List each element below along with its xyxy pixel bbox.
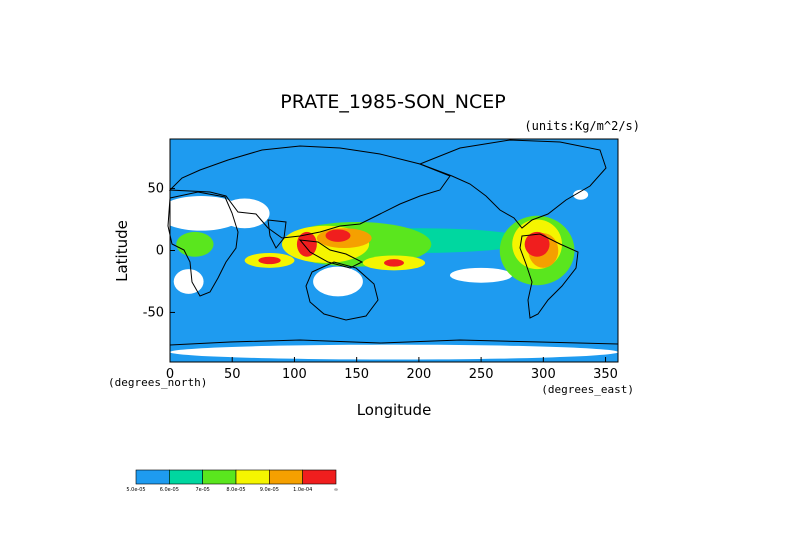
y-unit-label: (degrees_north) [108, 376, 207, 389]
dry-area-1 [219, 198, 270, 229]
precip-region-level-1 [431, 230, 506, 241]
coastline-africa [167, 191, 239, 297]
coastline-eurasia [168, 145, 451, 239]
precip-region-level-5 [296, 231, 317, 257]
colorbar-level-label: 1.0e-04 [293, 487, 312, 493]
x-tick-label: 200 [406, 367, 431, 382]
units-label: (units:Kg/m^2/s) [524, 119, 640, 133]
precip-region-level-2 [176, 231, 214, 257]
coastline-north-america [418, 139, 607, 229]
chart-title: PRATE_1985-SON_NCEP [280, 91, 505, 113]
colorbar-swatch [235, 469, 270, 485]
colorbar-level-label: 7e-05 [195, 487, 209, 493]
colorbar-legend: 5.0e-05 6.0e-05 7e-05 8.0e-05 9.0e-05 1.0e-04… [126, 469, 338, 493]
coastline-indonesia [298, 239, 364, 269]
precip-region-level-5 [325, 229, 351, 242]
colorbar-swatch [169, 469, 203, 485]
coastlines [167, 139, 619, 346]
coastline-india [267, 219, 287, 249]
colorbar-swatch [269, 469, 303, 485]
y-tick-label: 0 [156, 244, 164, 259]
x-tick-label: 300 [531, 367, 556, 382]
colorbar-level-label: 9.0e-05 [260, 487, 279, 493]
x-tick-label: 250 [469, 367, 494, 382]
precipitation-contours [176, 215, 575, 286]
x-unit-label: (degrees_east) [541, 383, 634, 396]
x-tick-label: 350 [593, 367, 618, 382]
dry-area-3 [173, 269, 204, 294]
x-axis-label: Longitude [357, 401, 432, 419]
colorbar-level-label: 6.0e-05 [160, 487, 179, 493]
coastline-south-america [519, 233, 579, 319]
precip-region-level-5 [258, 256, 281, 265]
y-tick-label: -50 [143, 305, 164, 320]
x-tick-label: 0 [166, 367, 174, 382]
dry-areas [157, 189, 618, 360]
dry-area-2 [313, 266, 363, 297]
x-tick-label: 100 [282, 367, 307, 382]
colorbar-level-label: 8.0e-05 [226, 487, 245, 493]
colorbar-level-label: 5.0e-05 [126, 487, 145, 493]
coastline-antarctica [169, 339, 619, 346]
colorbar-swatch [302, 469, 337, 485]
colorbar-swatch [202, 469, 237, 485]
precip-region-level-5 [524, 231, 550, 257]
y-tick-label: 50 [147, 182, 164, 197]
map-plot-area: 0 50 100 150 200 250 300 350 -50 0 50 [143, 138, 619, 382]
dry-area-6 [573, 189, 589, 200]
x-tick-label: 150 [344, 367, 369, 382]
colorbar-level-label: ∞ [334, 487, 338, 493]
dry-area-0 [157, 195, 245, 231]
dry-area-5 [170, 344, 618, 360]
x-tick-label: 50 [224, 367, 241, 382]
axis-ticks: 0 50 100 150 200 250 300 350 -50 0 50 [143, 182, 618, 382]
dry-area-4 [450, 267, 513, 283]
coastline-australia [305, 261, 379, 321]
precip-region-level-5 [384, 259, 404, 267]
y-axis-label: Latitude [113, 220, 131, 282]
colorbar-swatch [135, 469, 170, 485]
